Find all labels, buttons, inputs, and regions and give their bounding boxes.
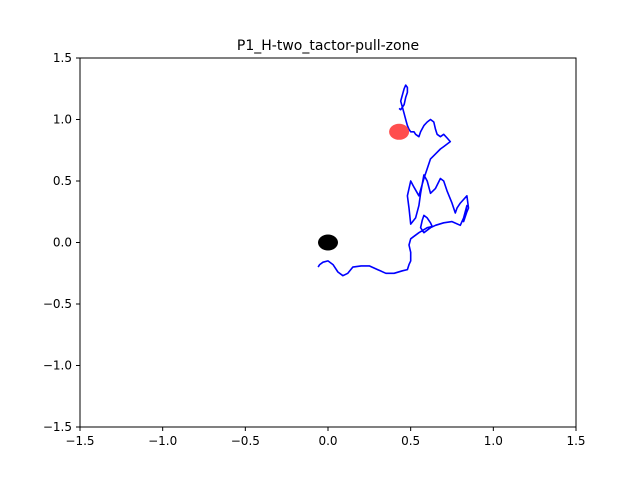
series-layer: [317, 84, 470, 277]
y-tick-label: −1.0: [43, 359, 72, 373]
y-tick-label: 1.5: [53, 51, 72, 65]
x-tick-label: −1.5: [65, 434, 94, 448]
plot-frame: [79, 57, 577, 428]
y-tick-label: 0.5: [53, 174, 72, 188]
trajectory-line: [317, 84, 470, 277]
x-tick-label: −0.5: [231, 434, 260, 448]
y-axis: −1.5 −1.0 −0.5 0.0 0.5 1.0 1.5: [43, 51, 80, 434]
marker-layer: [318, 123, 410, 251]
x-tick-label: −1.0: [148, 434, 177, 448]
x-tick-label: 1.0: [484, 434, 503, 448]
y-tick-label: −1.5: [43, 420, 72, 434]
target-marker: [389, 123, 410, 140]
x-tick-label: 0.5: [401, 434, 420, 448]
y-tick-label: 0.0: [53, 236, 72, 250]
y-tick-label: −0.5: [43, 297, 72, 311]
origin-marker: [318, 234, 338, 251]
x-axis: −1.5 −1.0 −0.5 0.0 0.5 1.0 1.5: [65, 427, 586, 448]
x-tick-label: 0.0: [318, 434, 337, 448]
y-tick-label: 1.0: [53, 113, 72, 127]
x-tick-label: 1.5: [566, 434, 585, 448]
chart-title: P1_H-two_tactor-pull-zone: [237, 38, 419, 54]
